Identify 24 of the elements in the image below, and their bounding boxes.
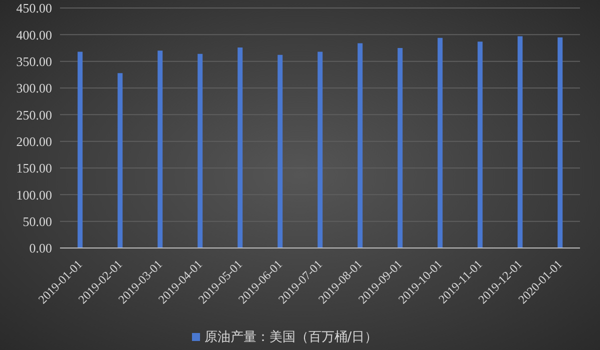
y-tick-label: 300.00 xyxy=(16,80,52,96)
bar xyxy=(318,52,323,248)
y-tick-label: 350.00 xyxy=(16,54,52,69)
y-tick-label: 400.00 xyxy=(16,27,52,42)
bar xyxy=(198,54,203,248)
bar xyxy=(358,43,363,248)
y-tick-label: 200.00 xyxy=(16,134,52,149)
bar xyxy=(558,37,563,248)
bar xyxy=(398,48,403,248)
bar xyxy=(478,42,483,248)
bar xyxy=(78,52,83,248)
bar xyxy=(438,38,443,248)
y-tick-label: 100.00 xyxy=(16,187,52,202)
legend-label: 原油产量：美国（百万桶/日） xyxy=(204,330,378,345)
y-tick-label: 150.00 xyxy=(16,160,52,176)
y-tick-label: 250.00 xyxy=(16,107,52,122)
bar xyxy=(278,54,283,248)
bar xyxy=(238,47,243,248)
bar xyxy=(118,73,123,248)
y-tick-label: 0.00 xyxy=(29,240,52,256)
bar xyxy=(518,36,523,248)
y-tick-label: 450.00 xyxy=(16,0,52,16)
bar xyxy=(158,50,163,248)
y-tick-label: 50.00 xyxy=(22,214,52,229)
